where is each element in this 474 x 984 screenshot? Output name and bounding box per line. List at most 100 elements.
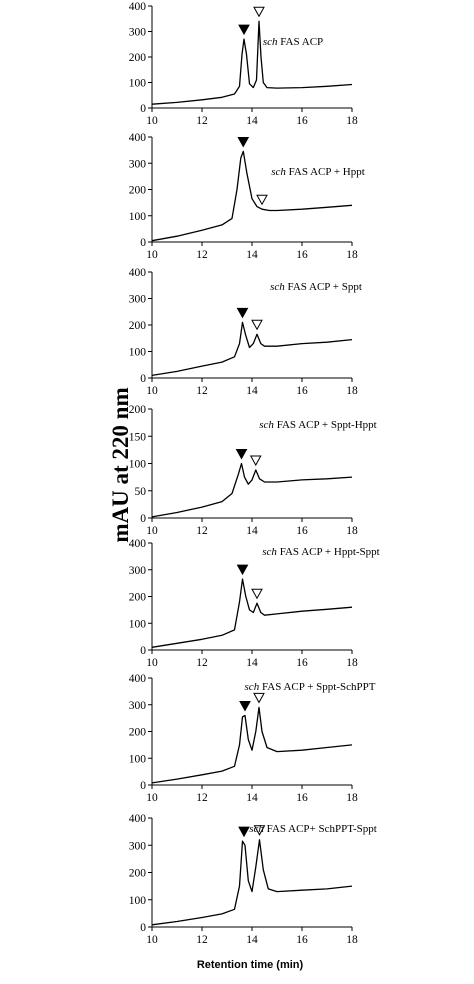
x-tick-label: 14 [246,792,258,804]
x-tick-label: 18 [346,249,358,261]
y-tick-label: 0 [140,922,146,934]
x-tick-label: 16 [296,115,308,127]
y-tick-label: 300 [129,294,147,306]
filled-triangle-marker [236,307,249,319]
y-tick-label: 200 [129,52,147,64]
x-tick-label: 10 [146,249,158,261]
y-tick-label: 200 [129,404,147,416]
x-tick-label: 16 [296,934,308,946]
y-tick-label: 50 [135,486,147,498]
chart-panel-7: 0 100 200 300 400 10 12 14 16 18 sch FAS ACP+ SchP… [129,813,377,946]
x-tick-label: 18 [346,525,358,537]
panel-label-rest: FAS ACP + Sppt [285,281,362,293]
filled-triangle-marker [238,24,250,36]
x-tick-label: 10 [146,385,158,397]
y-tick-label: 200 [129,727,147,739]
y-tick-label: 400 [129,132,147,144]
y-tick-label: 0 [140,645,146,657]
y-tick-label: 400 [129,1,147,13]
x-tick-label: 14 [246,385,258,397]
chromatogram-trace [151,578,353,648]
y-tick-label: 150 [129,431,147,443]
panel-label-rest: FAS ACP + Sppt-SchPPT [259,681,376,693]
filled-triangle-marker [235,449,248,460]
x-tick-label: 16 [296,385,308,397]
open-triangle-marker [253,692,265,704]
chromatogram-trace [151,462,353,518]
panel-label-rest: FAS ACP+ SchPPT-Sppt [264,823,377,835]
y-tick-label: 400 [129,813,147,825]
panel-label: sch FAS ACP + Sppt-SchPPT [245,681,376,693]
x-tick-label: 18 [346,792,358,804]
panel-label-rest: FAS ACP + Hppt-Sppt [277,546,380,558]
x-tick-label: 18 [346,115,358,127]
chart-panel-5: 0 100 200 300 400 10 12 14 16 18 sch FAS ACP + Hpp… [129,538,380,669]
x-tick-label: 14 [246,249,258,261]
open-triangle-marker [253,825,266,836]
open-triangle-marker [253,6,265,18]
panel-label: sch FAS ACP + Hppt [271,166,365,178]
panel-label-italic: sch [270,281,285,293]
panel-label: sch FAS ACP + Sppt-Hppt [259,419,376,431]
chromatogram-trace [151,839,353,926]
panel-label-italic: sch [263,36,278,48]
y-tick-label: 300 [129,700,147,712]
y-tick-label: 0 [140,103,146,115]
x-tick-label: 18 [346,385,358,397]
y-tick-label: 300 [129,840,147,852]
open-triangle-marker [251,319,263,331]
x-tick-label: 18 [346,934,358,946]
x-tick-label: 14 [246,525,258,537]
chart-panel-1: 0 100 200 300 400 10 12 14 16 18 sch FAS ACP [129,1,358,127]
y-tick-label: 200 [129,320,147,332]
x-tick-label: 14 [246,934,258,946]
x-tick-label: 12 [196,657,208,669]
y-tick-label: 0 [140,780,146,792]
panel-label-rest: FAS ACP + Sppt-Hppt [274,419,377,431]
x-axis-label: Retention time (min) [197,959,304,971]
open-triangle-marker [256,194,268,206]
open-triangle-marker [249,455,262,467]
x-tick-label: 10 [146,657,158,669]
y-tick-label: 100 [129,618,147,630]
y-tick-label: 200 [129,185,147,197]
chart-panel-6: 0 100 200 300 400 10 12 14 16 18 sch FAS ACP + Spp… [129,673,376,804]
filled-triangle-marker [236,564,249,576]
chart-panel-2: 0 100 200 300 400 10 12 14 16 18 sch FAS ACP + Hpp… [129,132,365,261]
y-tick-label: 400 [129,267,147,279]
chromatogram-trace [151,321,353,377]
y-tick-label: 100 [129,347,147,359]
panel-label: sch FAS ACP+ SchPPT-Sppt [249,823,377,835]
x-tick-label: 16 [296,792,308,804]
y-tick-label: 0 [140,373,146,385]
x-tick-label: 14 [246,115,258,127]
open-triangle-marker [251,588,263,600]
x-tick-label: 10 [146,934,158,946]
x-tick-label: 10 [146,792,158,804]
x-tick-label: 16 [296,525,308,537]
y-axis-label: mAU at 220 nm [108,387,133,542]
y-tick-label: 0 [140,513,146,525]
y-tick-label: 100 [129,78,147,90]
x-tick-label: 12 [196,934,208,946]
panel-label: sch FAS ACP + Sppt [270,281,362,293]
x-tick-label: 16 [296,657,308,669]
panel-label-rest: FAS ACP + Hppt [286,166,365,178]
y-tick-label: 300 [129,27,147,39]
chromatogram-trace [151,20,353,105]
y-tick-label: 400 [129,538,147,550]
filled-triangle-marker [237,136,250,148]
y-tick-label: 400 [129,673,147,685]
panel-label-rest: FAS ACP [278,36,324,48]
panel-label-italic: sch [259,419,274,431]
chromatogram-trace [151,706,353,784]
y-tick-label: 0 [140,237,146,249]
x-tick-label: 12 [196,385,208,397]
chart-panel-4: 0 50 100 150 200 10 12 14 16 18 sch FAS ACP + Sppt… [129,404,377,537]
y-tick-label: 200 [129,592,147,604]
x-tick-label: 16 [296,249,308,261]
y-tick-label: 300 [129,158,147,170]
x-tick-label: 12 [196,525,208,537]
